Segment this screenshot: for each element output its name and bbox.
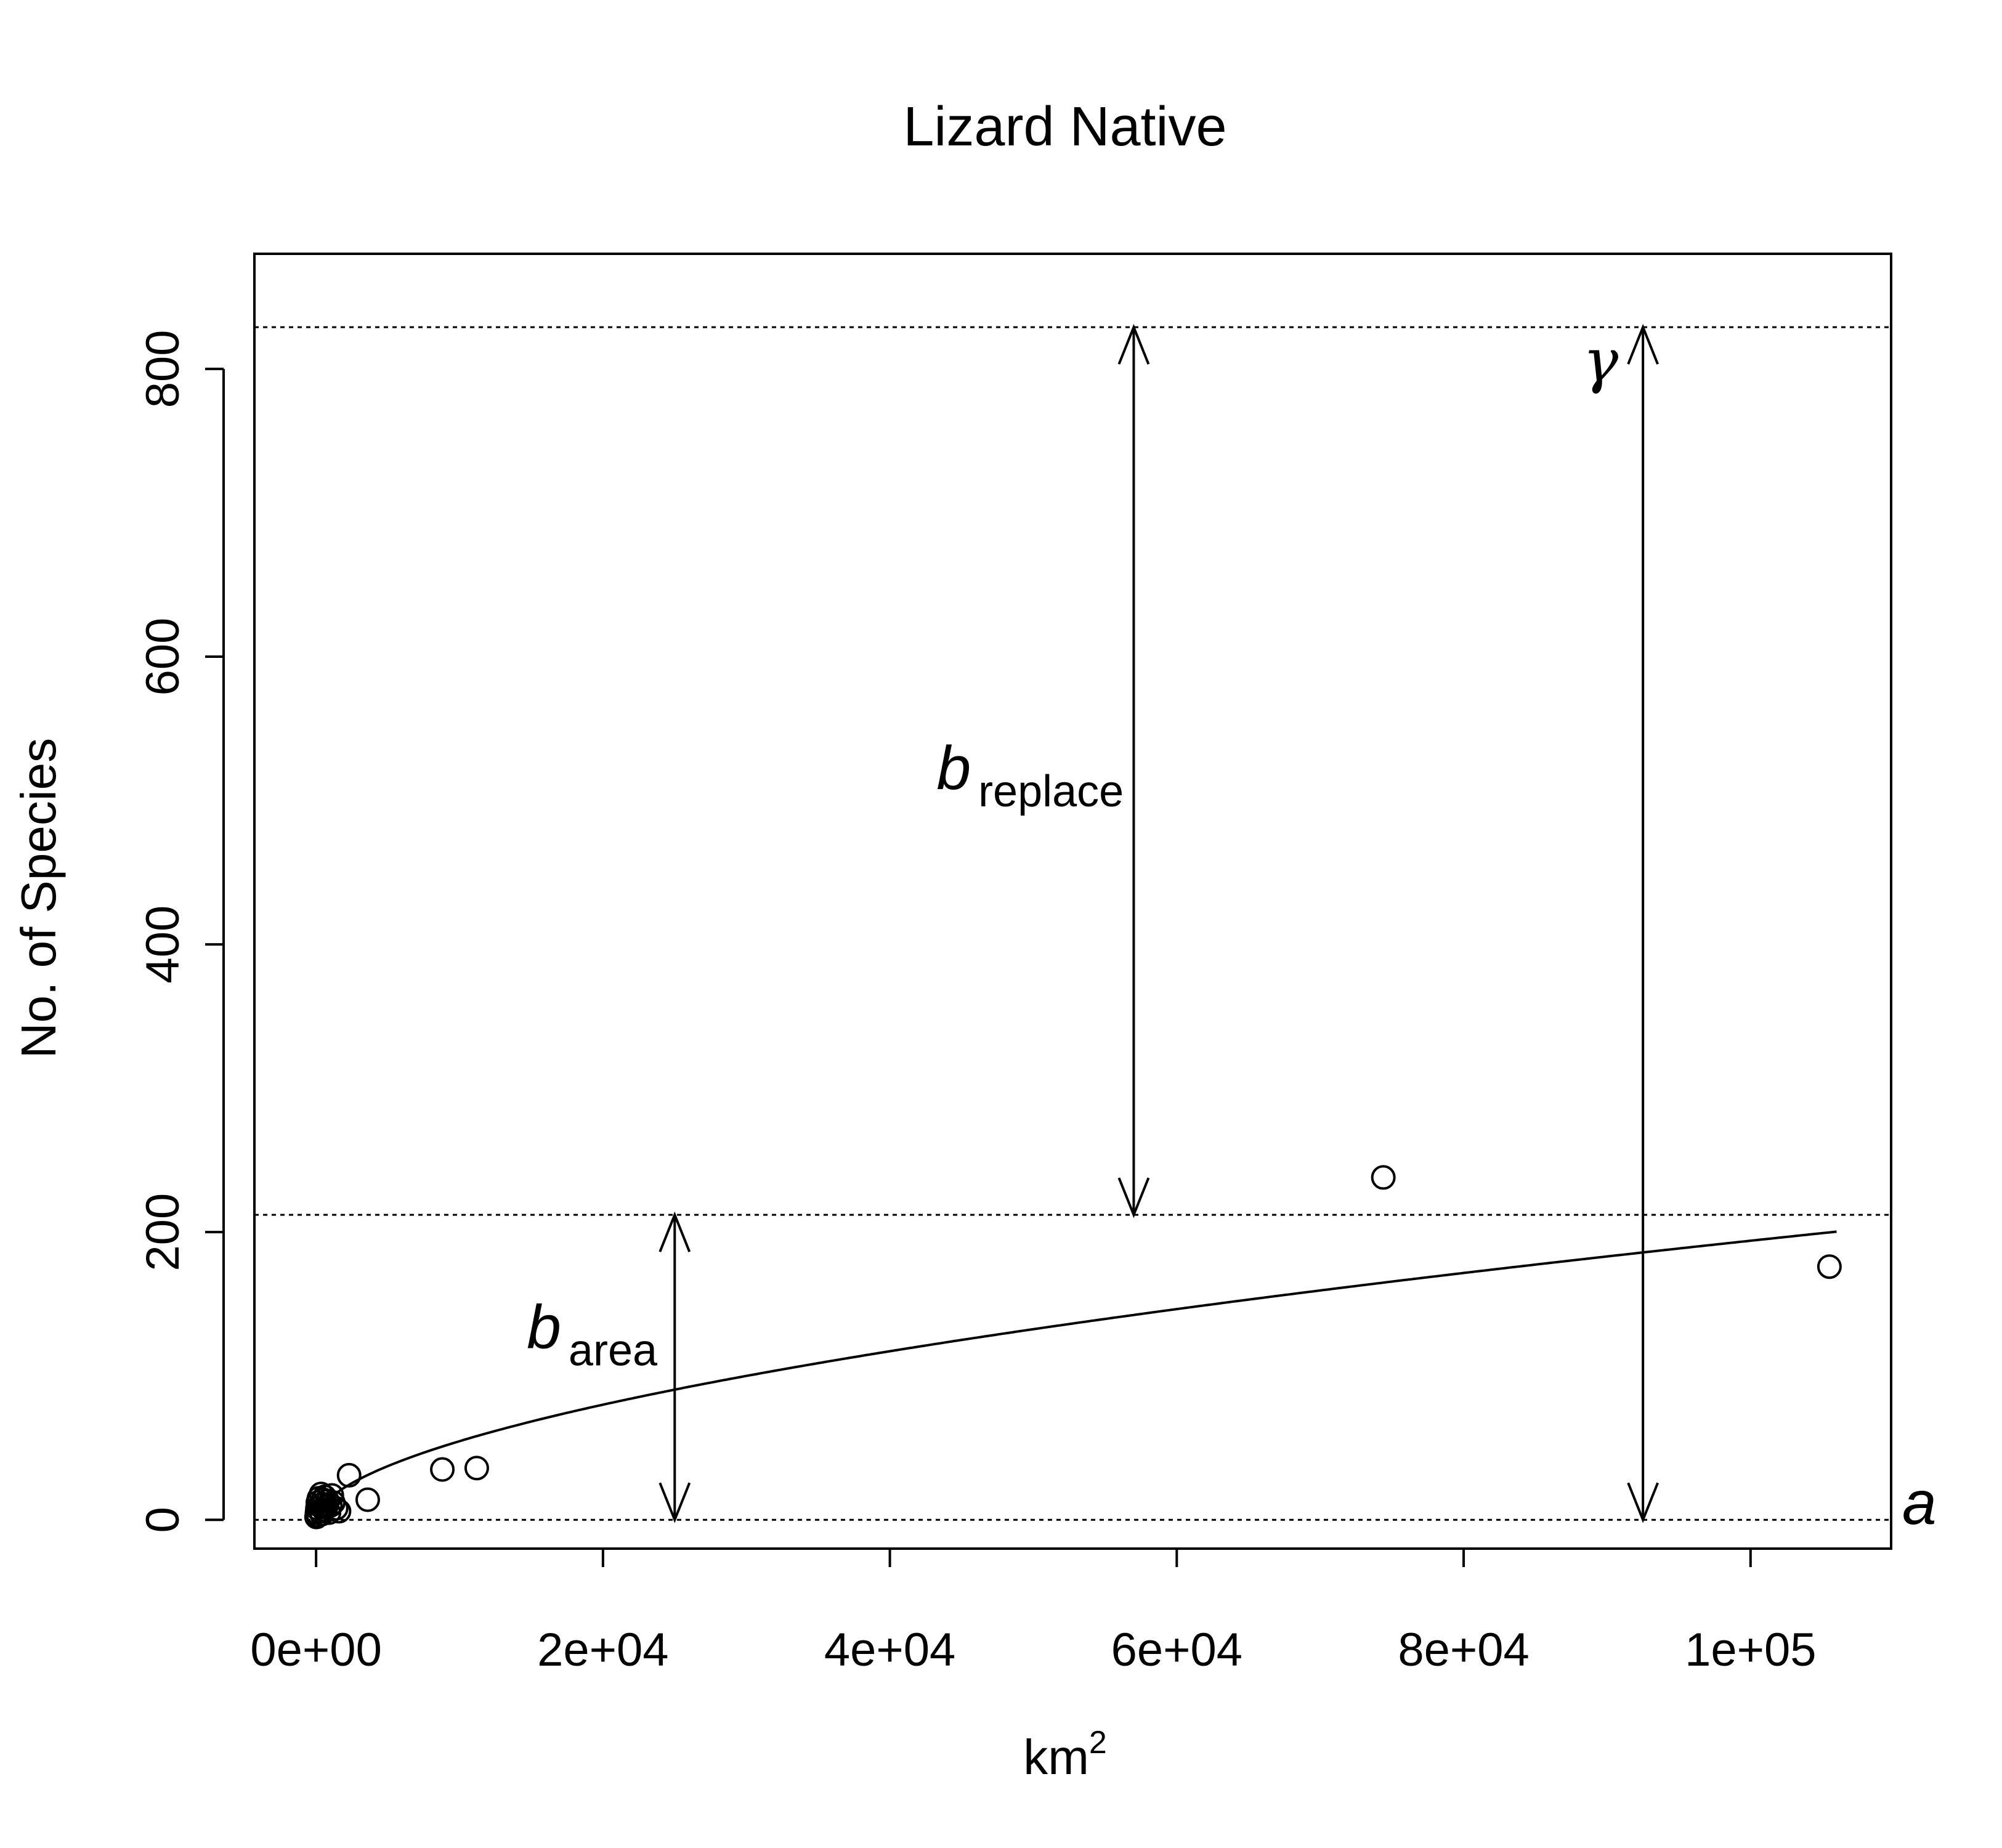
y-tick-label: 600 (137, 618, 189, 696)
data-points (304, 1165, 1842, 1530)
a-annotation: a (1902, 1469, 1937, 1538)
b-replace-annotation: b replace (936, 734, 1124, 816)
reference-lines (254, 326, 1891, 1521)
y-axis-label: No. of Species (11, 738, 66, 1058)
y-tick-label: 200 (137, 1193, 189, 1271)
x-axis: 0e+00 2e+04 4e+04 6e+04 8e+04 1e+05 (250, 1547, 1817, 1676)
arrow-head-top (1117, 323, 1150, 365)
data-point (355, 1487, 380, 1512)
y-tick-label: 0 (137, 1507, 189, 1533)
data-point (1817, 1254, 1842, 1279)
data-point (464, 1456, 489, 1481)
data-point (336, 1462, 362, 1488)
range-arrow-2 (1627, 323, 1659, 1523)
arrow-head-top (659, 1211, 691, 1252)
data-point (323, 1496, 349, 1521)
arrow-head-bottom (1117, 1177, 1150, 1218)
y-tick-label: 800 (137, 330, 189, 408)
x-tick-label: 0e+00 (250, 1624, 381, 1676)
data-point (1371, 1165, 1396, 1190)
data-point (326, 1499, 352, 1524)
x-tick-label: 2e+04 (537, 1624, 668, 1676)
x-tick-label: 6e+04 (1111, 1624, 1242, 1676)
y-axis: 0 200 400 600 800 (137, 330, 225, 1533)
chart-title: Lizard Native (903, 96, 1226, 158)
arrow-head-bottom (659, 1482, 691, 1523)
range-arrows (659, 323, 1659, 1523)
b-area-annotation: b area (527, 1293, 658, 1376)
x-axis-label: km2 (1023, 1725, 1107, 1785)
arrow-head-bottom (1627, 1482, 1659, 1523)
fitted-curve (315, 1230, 1837, 1520)
x-tick-label: 1e+05 (1685, 1624, 1816, 1676)
plot-frame (253, 253, 1892, 1550)
range-arrow-0 (659, 1211, 691, 1523)
range-arrow-1 (1117, 323, 1150, 1218)
y-tick-label: 400 (137, 906, 189, 984)
x-tick-label: 8e+04 (1398, 1624, 1529, 1676)
x-tick-label: 4e+04 (824, 1624, 955, 1676)
gamma-annotation: γ (1583, 326, 1619, 395)
arrow-head-top (1627, 323, 1659, 365)
data-point (430, 1457, 455, 1482)
